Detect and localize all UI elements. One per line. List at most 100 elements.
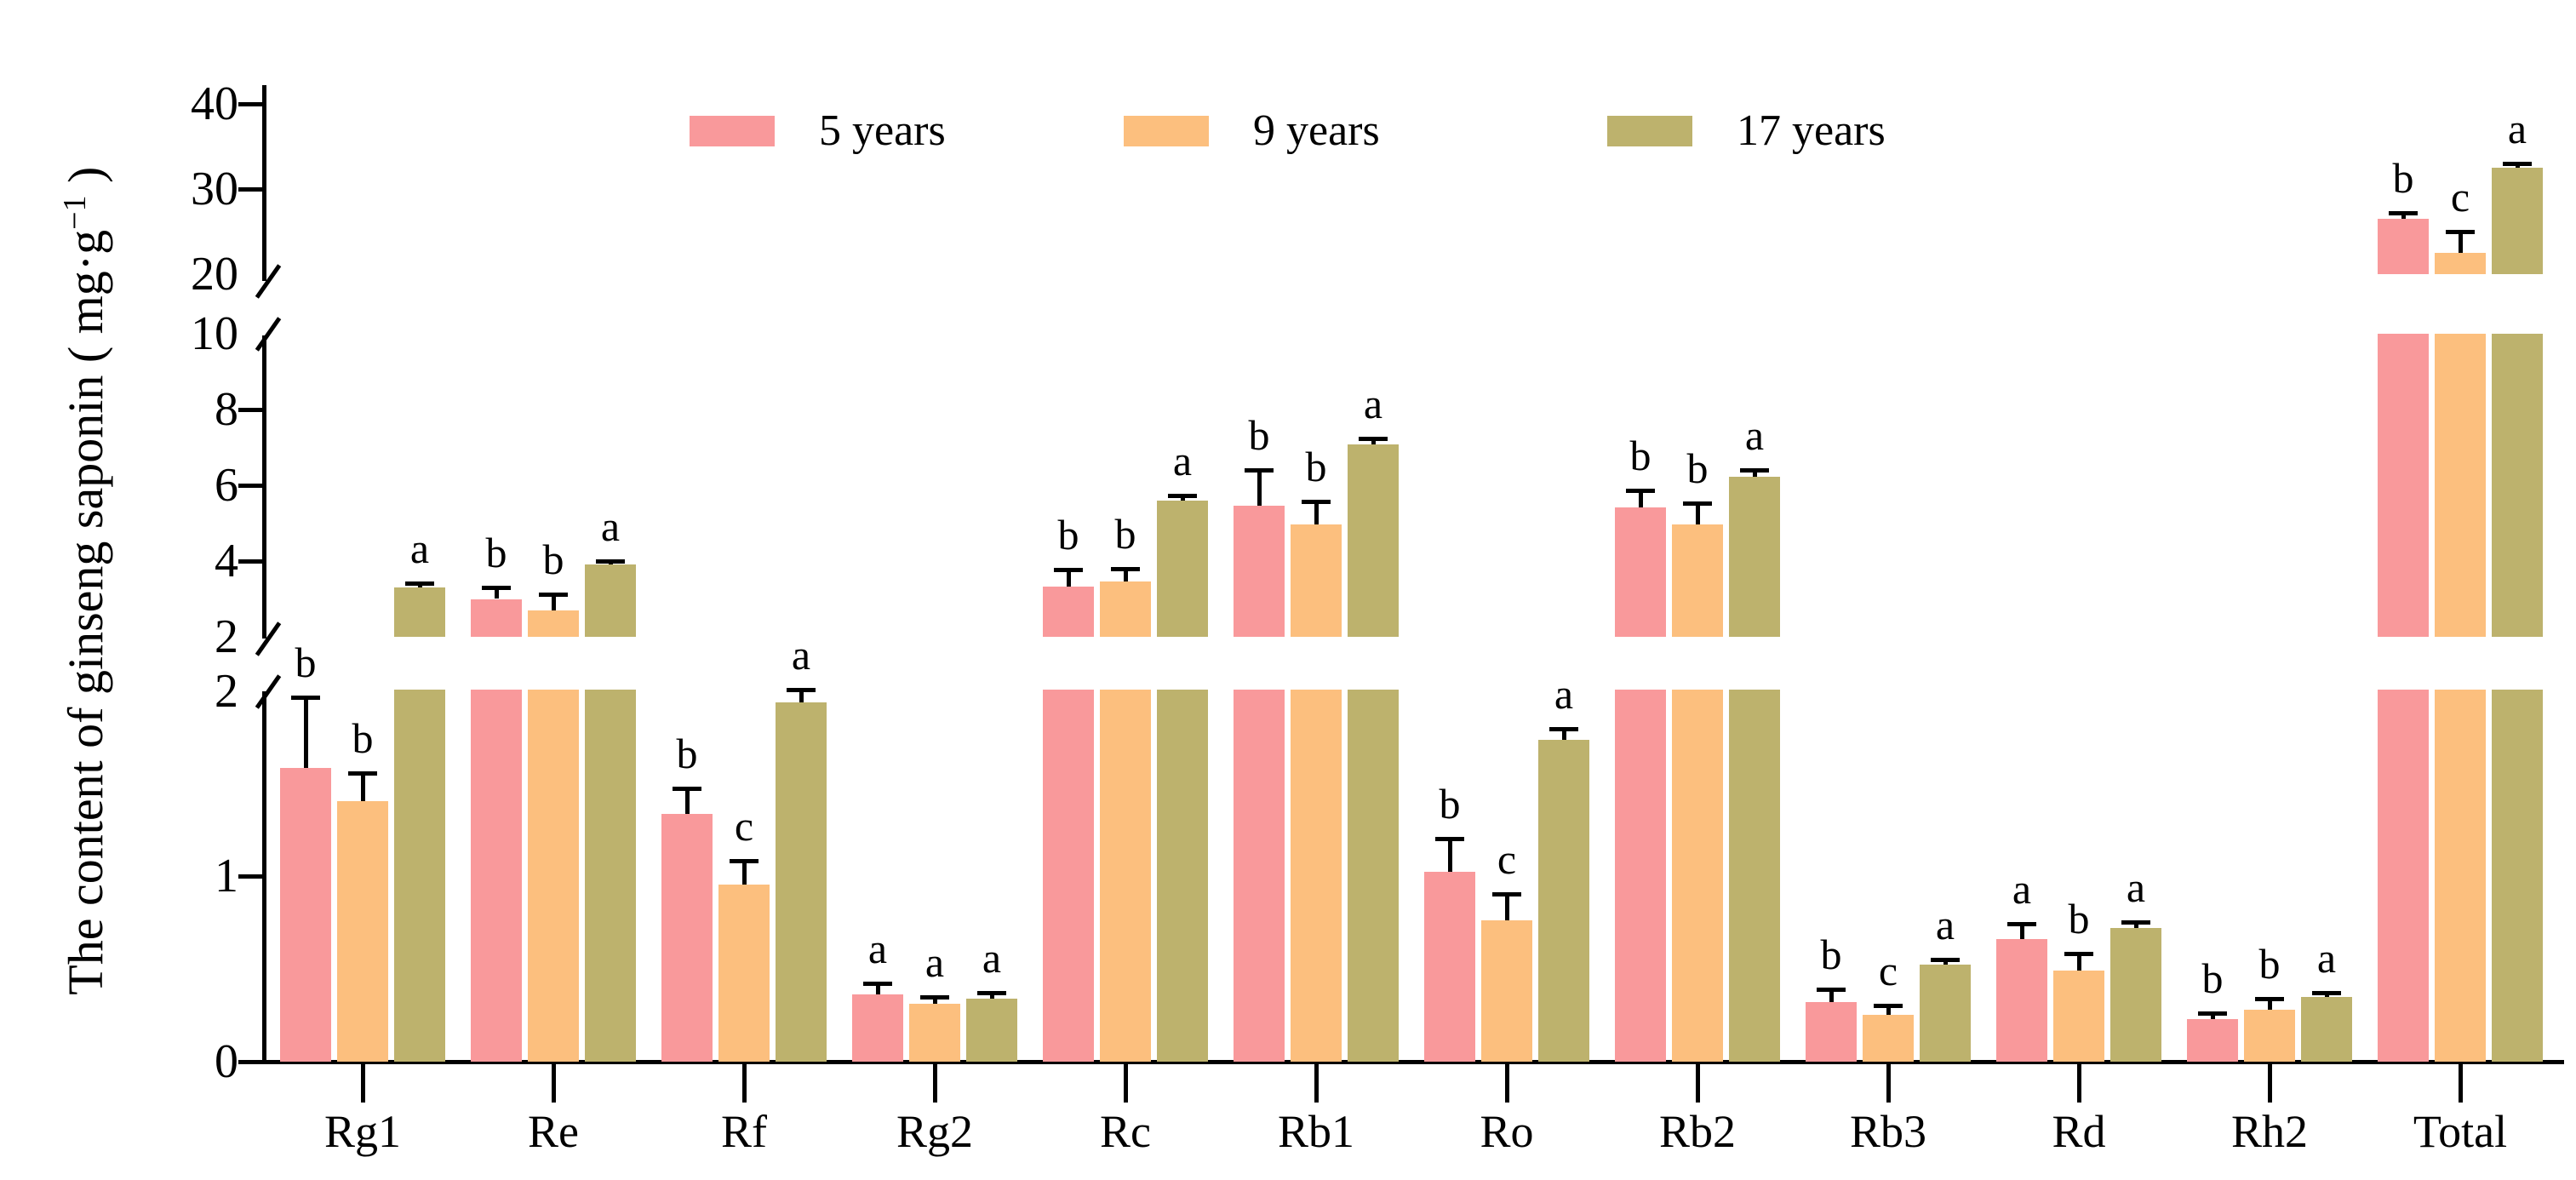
bar-Rb2-5-years bbox=[1615, 690, 1666, 1062]
axis-break-slash-icon bbox=[255, 264, 282, 299]
x-tick-label: Rc bbox=[1100, 1106, 1151, 1157]
error-bar-line bbox=[1371, 438, 1376, 444]
significance-letter: b bbox=[2201, 954, 2224, 1003]
significance-letter: a bbox=[600, 501, 621, 550]
error-bar-cap bbox=[1817, 987, 1846, 992]
error-bar-cap bbox=[1931, 957, 1960, 962]
y-tick-label: 10 bbox=[191, 307, 238, 360]
error-bar-line bbox=[1067, 570, 1071, 587]
x-tick-label: Re bbox=[528, 1106, 579, 1157]
bar-Rf-17-years bbox=[776, 702, 827, 1062]
error-bar-line bbox=[1753, 470, 1757, 478]
error-bar-line bbox=[1314, 501, 1319, 524]
error-bar-line bbox=[1886, 1005, 1891, 1016]
error-bar-line bbox=[1829, 988, 1834, 1003]
error-bar-cap bbox=[348, 771, 377, 776]
error-bar-line bbox=[2268, 998, 2272, 1010]
x-tick-label-mark bbox=[2459, 1062, 2463, 1103]
error-bar-line bbox=[361, 773, 365, 802]
bar-Rd-17-years bbox=[2110, 927, 2161, 1062]
x-tick-label: Rh2 bbox=[2230, 1106, 2309, 1157]
error-bar-cap bbox=[1549, 726, 1578, 731]
bar-Rb2-9-years bbox=[1672, 524, 1723, 637]
y-tick-label: 6 bbox=[215, 459, 238, 512]
significance-letter: a bbox=[982, 934, 1002, 982]
bar-Rb1-5-years bbox=[1234, 690, 1285, 1062]
bar-Rh2-5-years bbox=[2187, 1018, 2238, 1062]
bar-Total-5-years bbox=[2378, 690, 2429, 1062]
error-bar-line bbox=[2211, 1013, 2215, 1019]
bar-Rg1-9-years bbox=[337, 801, 388, 1062]
significance-letter: b bbox=[676, 729, 698, 777]
error-bar-cap bbox=[2255, 996, 2284, 1001]
x-tick-label-mark bbox=[552, 1062, 556, 1103]
bar-Rb3-9-years bbox=[1863, 1015, 1914, 1062]
error-bar-cap bbox=[2007, 922, 2036, 927]
error-bar-cap bbox=[2389, 211, 2418, 215]
bar-Re-17-years bbox=[585, 564, 636, 637]
legend-label: 17 years bbox=[1737, 106, 1886, 155]
y-tick-label: 4 bbox=[215, 535, 238, 587]
significance-letter: a bbox=[1172, 437, 1193, 484]
x-tick-label: Rg1 bbox=[323, 1106, 402, 1157]
legend-item-17-years: 17 years bbox=[1607, 106, 1886, 155]
error-bar-cap bbox=[673, 786, 701, 791]
significance-letter: a bbox=[1554, 669, 1574, 718]
error-bar-line bbox=[2134, 922, 2138, 928]
y-tick-label: 30 bbox=[191, 163, 238, 215]
x-tick-label-mark bbox=[1696, 1062, 1700, 1103]
error-bar-line bbox=[2077, 954, 2081, 971]
y-axis-segment-line bbox=[262, 335, 266, 639]
error-bar-cap bbox=[2121, 920, 2150, 925]
x-tick-label-mark bbox=[933, 1062, 937, 1103]
x-tick-label-mark bbox=[742, 1062, 747, 1103]
error-bar-line bbox=[685, 788, 690, 815]
bar-Rg1-17-years bbox=[394, 587, 445, 637]
significance-letter: a bbox=[1935, 900, 1955, 948]
error-bar-line bbox=[1257, 470, 1262, 507]
error-bar-cap bbox=[405, 581, 434, 586]
error-bar-cap bbox=[920, 994, 949, 1000]
error-bar-cap bbox=[2446, 230, 2475, 234]
error-bar-cap bbox=[2064, 952, 2093, 957]
error-bar-cap bbox=[291, 695, 320, 700]
bar-Rf-9-years bbox=[718, 885, 770, 1062]
bar-Total-17-years bbox=[2492, 168, 2543, 274]
error-bar-cap bbox=[539, 593, 568, 598]
bar-Rb1-17-years bbox=[1348, 444, 1399, 637]
bar-Total-17-years bbox=[2492, 334, 2543, 637]
error-bar-cap bbox=[863, 982, 892, 987]
error-bar-cap bbox=[482, 586, 511, 591]
legend-swatch-icon bbox=[690, 116, 775, 146]
y-tick-label: 20 bbox=[191, 248, 238, 301]
legend-item-9-years: 9 years bbox=[1124, 109, 1380, 153]
error-bar-line bbox=[552, 594, 556, 610]
bar-Rc-17-years bbox=[1157, 500, 1208, 637]
x-tick-label: Ro bbox=[1480, 1106, 1534, 1157]
y-tick-label: 2 bbox=[215, 665, 238, 718]
bar-Rb1-5-years bbox=[1234, 506, 1285, 637]
x-tick-label: Total bbox=[2413, 1106, 2508, 1157]
legend-label: 5 years bbox=[819, 106, 946, 155]
bar-Rc-5-years bbox=[1043, 690, 1094, 1062]
significance-letter: b bbox=[1820, 930, 1842, 978]
y-tick-label: 8 bbox=[215, 383, 238, 436]
legend-swatch-icon bbox=[1124, 116, 1209, 146]
error-bar-cap bbox=[2312, 991, 2341, 996]
bar-Total-5-years bbox=[2378, 219, 2429, 274]
x-tick-label: Rb1 bbox=[1277, 1106, 1355, 1157]
bar-Rh2-9-years bbox=[2244, 1009, 2295, 1062]
y-tick-mark bbox=[238, 187, 262, 192]
error-bar-cap bbox=[1874, 1004, 1903, 1009]
significance-letter: b bbox=[485, 529, 507, 577]
error-bar-line bbox=[742, 861, 747, 885]
x-tick-label-mark bbox=[361, 1062, 365, 1103]
y-tick-mark bbox=[238, 559, 262, 564]
bar-Rg1-5-years bbox=[280, 767, 331, 1062]
significance-letter: a bbox=[409, 524, 430, 572]
error-bar-cap bbox=[1683, 501, 1712, 507]
significance-letter: b bbox=[1439, 779, 1461, 828]
bar-Rc-9-years bbox=[1100, 690, 1151, 1062]
bar-Re-9-years bbox=[528, 690, 579, 1062]
